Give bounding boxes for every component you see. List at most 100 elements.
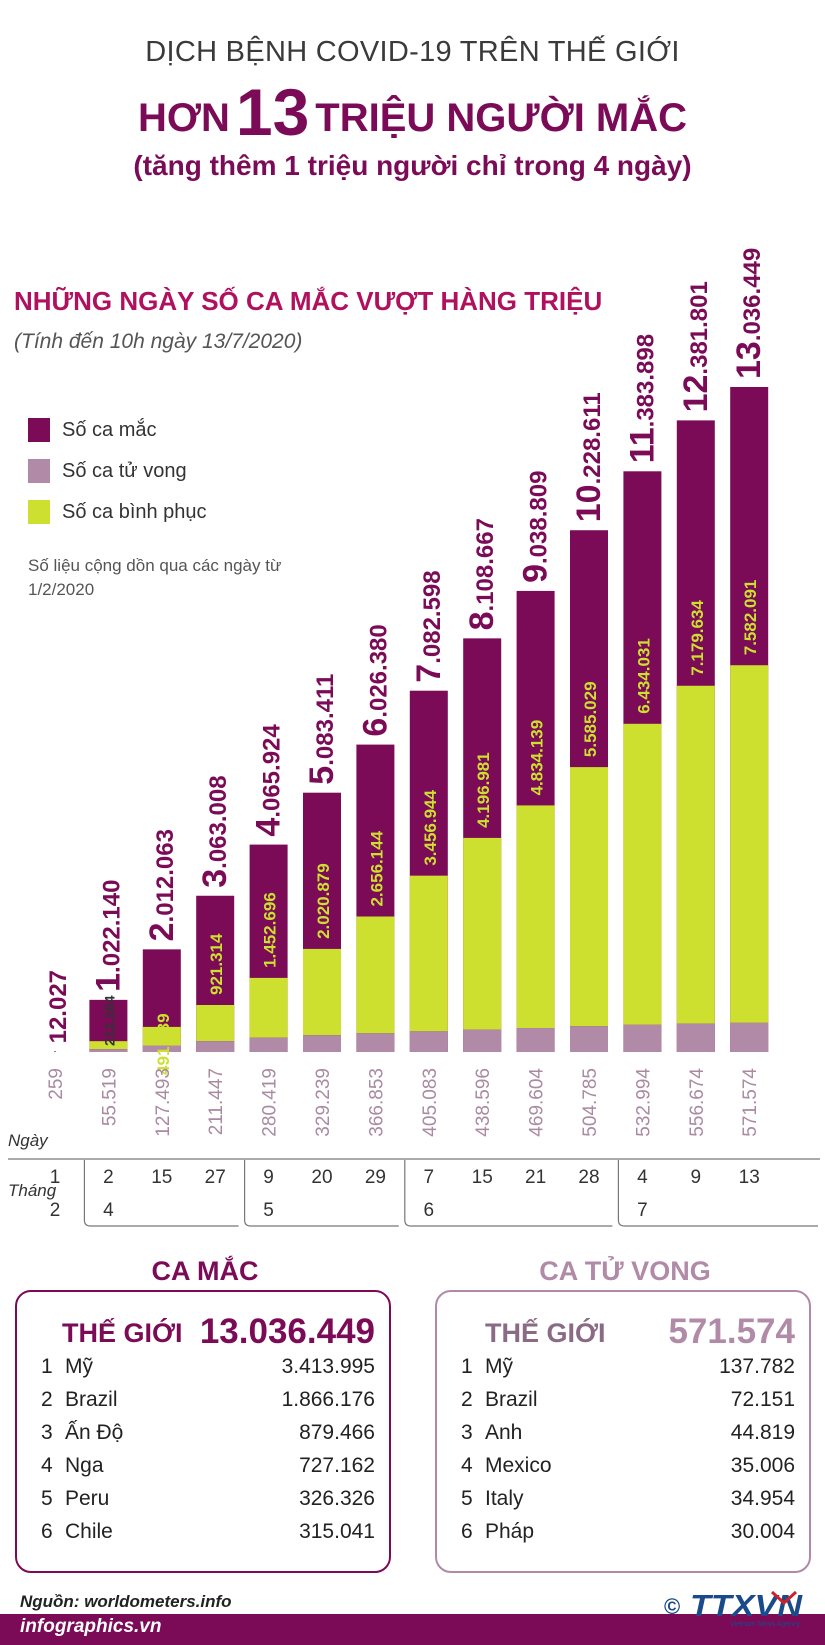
bar-deaths xyxy=(730,1022,769,1052)
bar-cases xyxy=(54,1051,56,1052)
legend-note: Số liệu cộng dồn qua các ngày từ 1/2/202… xyxy=(28,556,282,599)
row-rank: 3 xyxy=(41,1421,53,1444)
month-label: 6 xyxy=(424,1200,435,1221)
cases-label: 8.108.667 xyxy=(463,518,501,630)
row-rank: 5 xyxy=(41,1487,53,1510)
row-rank: 1 xyxy=(41,1355,53,1378)
recovered-label: 921.314 xyxy=(207,933,226,995)
legend-item-cases: Số ca mắc xyxy=(28,418,156,442)
title-suffix: TRIỆU NGƯỜI MẮC xyxy=(315,96,688,140)
row-country: Brazil xyxy=(485,1388,538,1411)
bar-deaths xyxy=(303,1035,341,1052)
row-country: Mỹ xyxy=(485,1355,513,1378)
day-label: 2 xyxy=(103,1167,114,1188)
day-label: 13 xyxy=(739,1167,760,1188)
country-row: 5 Italy 34.954 xyxy=(461,1487,795,1515)
row-value: 879.466 xyxy=(299,1421,375,1444)
recovered-label: 5.585.029 xyxy=(581,681,600,757)
recovered-label: 212.264 xyxy=(101,995,117,1046)
country-row: 3 Ấn Độ 879.466 xyxy=(41,1421,375,1449)
bar-recovered xyxy=(196,1005,235,1042)
row-rank: 5 xyxy=(461,1487,473,1510)
recovered-label: 1.452.696 xyxy=(261,892,280,968)
logo-text: TTXVN xyxy=(690,1589,803,1623)
legend-label-cases: Số ca mắc xyxy=(62,418,157,441)
bar-recovered xyxy=(249,977,288,1038)
bar-recovered xyxy=(570,767,608,1027)
cases-label: 11.383.898 xyxy=(623,334,661,463)
footer-bar xyxy=(0,1614,825,1645)
row-rank: 6 xyxy=(461,1520,473,1543)
row-value: 34.954 xyxy=(730,1487,795,1510)
row-value: 30.004 xyxy=(730,1520,795,1543)
month-bracket xyxy=(244,1160,399,1227)
cases-label: 2.012.063 xyxy=(143,829,181,941)
ttxvn-logo: © TTXVN Vietnam News Agency xyxy=(664,1589,803,1628)
section-title: NHỮNG NGÀY SỐ CA MẮC VƯỢT HÀNG TRIỆU xyxy=(14,286,603,316)
month-bracket xyxy=(83,1160,239,1227)
day-label: 28 xyxy=(578,1167,599,1188)
cases-world-value: 13.036.449 xyxy=(199,1312,375,1351)
day-axis-label: Ngày xyxy=(8,1131,49,1150)
month-label: 4 xyxy=(103,1200,114,1221)
day-label: 1 xyxy=(50,1167,61,1188)
cases-label: 6.026.380 xyxy=(356,624,394,736)
country-row: 3 Anh 44.819 xyxy=(461,1421,795,1449)
country-row: 4 Mexico 35.006 xyxy=(461,1454,795,1482)
bar-recovered xyxy=(623,723,662,1025)
row-value: 326.326 xyxy=(299,1487,375,1510)
bar-recovered xyxy=(516,805,555,1029)
row-country: Nga xyxy=(65,1454,104,1477)
row-value: 315.041 xyxy=(299,1520,375,1543)
recovered-label: 4.834.139 xyxy=(528,720,547,796)
recovered-label: 3.456.944 xyxy=(421,789,440,865)
row-rank: 4 xyxy=(41,1454,53,1477)
deaths-box-title: CA TỬ VONG xyxy=(539,1256,711,1286)
day-label: 7 xyxy=(424,1167,435,1188)
section-note: (Tính đến 10h ngày 13/7/2020) xyxy=(14,330,303,353)
day-label: 21 xyxy=(525,1167,546,1188)
country-row: 5 Peru 326.326 xyxy=(41,1487,375,1515)
cases-label: 1.022.140 xyxy=(89,880,127,992)
legend-item-deaths: Số ca tử vong xyxy=(28,459,187,483)
footer-site-link[interactable]: infographics.vn xyxy=(20,1616,162,1637)
row-rank: 2 xyxy=(41,1388,53,1411)
day-label: 4 xyxy=(637,1167,648,1188)
deaths-label: 571.574 xyxy=(740,1068,761,1137)
row-value: 137.782 xyxy=(719,1355,795,1378)
row-country: Chile xyxy=(65,1520,113,1543)
deaths-label: 211.447 xyxy=(206,1068,227,1135)
title-top: DỊCH BỆNH COVID-19 TRÊN THẾ GIỚI xyxy=(145,36,680,68)
bar-deaths xyxy=(409,1031,448,1052)
deaths-label: 532.994 xyxy=(633,1068,654,1137)
deaths-world-label: THẾ GIỚI xyxy=(485,1318,606,1348)
legend-label-recovered: Số ca bình phục xyxy=(62,500,207,523)
page-title: HƠN13 TRIỆU NGƯỜI MẮC xyxy=(0,79,825,148)
deaths-label: 329.239 xyxy=(313,1068,334,1137)
cases-label: 9.038.809 xyxy=(517,471,555,583)
source-note: Nguồn: worldometers.info xyxy=(20,1592,232,1611)
month-label: 2 xyxy=(50,1200,61,1221)
deaths-label: 55.519 xyxy=(99,1068,120,1126)
deaths-label: 438.596 xyxy=(473,1068,494,1137)
country-row: 6 Pháp 30.004 xyxy=(461,1520,795,1548)
month-axis-label: Tháng xyxy=(8,1181,57,1200)
day-label: 29 xyxy=(365,1167,386,1188)
cases-label: 7.082.598 xyxy=(410,570,448,682)
bar-deaths xyxy=(89,1049,128,1052)
title-prefix: HƠN xyxy=(137,96,230,140)
cases-label: 4.065.924 xyxy=(250,724,288,837)
deaths-label: 469.604 xyxy=(527,1068,548,1137)
row-value: 72.151 xyxy=(730,1388,795,1411)
bar-recovered xyxy=(142,1026,181,1046)
bar-deaths xyxy=(463,1029,502,1052)
row-country: Peru xyxy=(65,1487,110,1510)
bar-deaths xyxy=(516,1028,555,1052)
row-rank: 4 xyxy=(461,1454,473,1477)
deaths-label: 259 xyxy=(46,1068,67,1100)
deaths-label: 366.853 xyxy=(366,1068,387,1137)
row-country: Italy xyxy=(485,1487,524,1510)
title-number: 13 xyxy=(235,75,310,149)
bar-deaths xyxy=(676,1023,715,1052)
cases-box-title: CA MẮC xyxy=(151,1256,259,1286)
